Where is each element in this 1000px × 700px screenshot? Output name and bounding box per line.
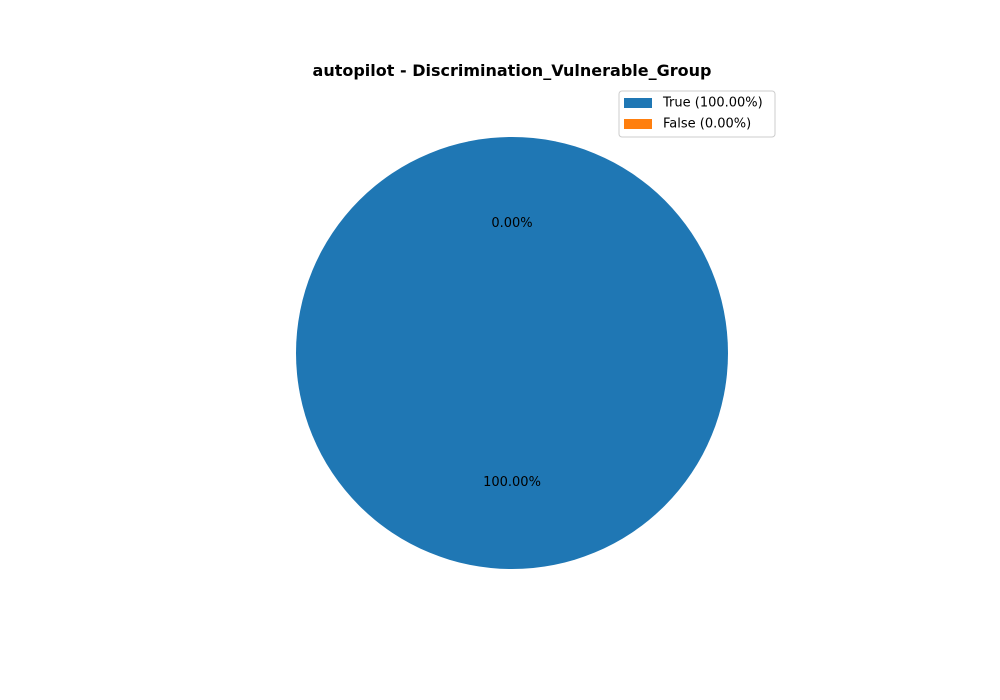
legend-frame xyxy=(618,90,776,138)
legend-label-true: True (100.00%) xyxy=(662,96,763,111)
legend-label-false: False (0.00%) xyxy=(663,117,751,132)
slice-label-true: 100.00% xyxy=(483,475,541,490)
chart-title: autopilot - Discrimination_Vulnerable_Gr… xyxy=(313,61,712,80)
pie-slice-true xyxy=(296,137,728,569)
pie-slices xyxy=(296,137,728,569)
legend-swatch-false xyxy=(624,119,652,129)
legend: True (100.00%) False (0.00%) xyxy=(618,90,776,138)
legend-swatch-true xyxy=(624,98,652,108)
slice-label-false: 0.00% xyxy=(491,216,532,231)
pie-slice-labels: 100.00% 0.00% xyxy=(483,216,541,490)
